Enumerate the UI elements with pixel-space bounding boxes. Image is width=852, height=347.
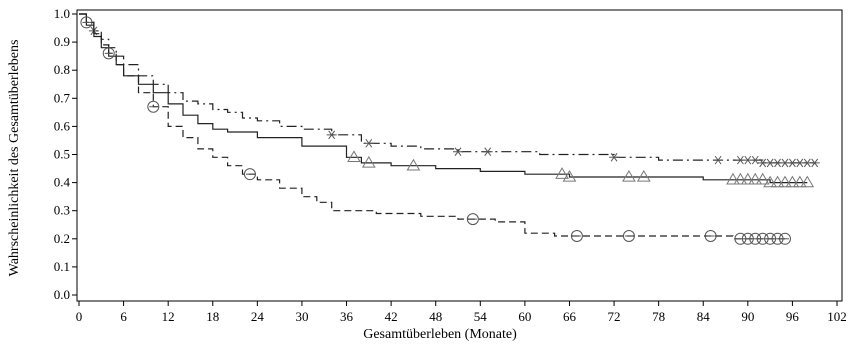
censor-mark-triangle: [740, 172, 755, 185]
censor-mark-circle: [570, 229, 583, 242]
plot-frame: [76, 9, 843, 302]
y-tick-label: 0.9: [54, 34, 70, 49]
censor-mark-star: [453, 147, 463, 156]
censor-mark-star: [809, 158, 820, 168]
x-tick-label: 42: [385, 309, 398, 324]
censor-mark-triangle: [562, 169, 577, 182]
censor-mark-triangle: [622, 169, 636, 182]
censor-mark-circle: [80, 16, 93, 29]
y-axis: 0.0 0.1 0.2 0.3 0.4 0.5 0.6 0.7 0.8 0.9 1.0: [54, 6, 77, 302]
x-tick-label: 96: [786, 309, 800, 324]
censor-mark-triangle: [555, 167, 569, 179]
censor-mark-star: [609, 153, 620, 162]
censor-mark-star: [713, 155, 724, 165]
series-layer: [79, 13, 820, 245]
y-tick-label: 0.2: [54, 231, 70, 246]
censor-mark-circle: [622, 229, 635, 242]
censor-mark-triangle: [763, 175, 777, 188]
censor-mark-triangle: [748, 172, 763, 185]
censor-mark-star: [326, 130, 337, 140]
censor-mark-circle: [147, 100, 160, 113]
y-tick-label: 0.5: [54, 147, 70, 162]
censor-mark-triangle: [361, 155, 376, 168]
censor-mark-star: [482, 147, 493, 156]
censor-mark-star: [363, 138, 374, 148]
x-tick-label: 78: [652, 309, 665, 324]
x-tick-label: 0: [76, 309, 83, 324]
censor-mark-circle: [704, 229, 717, 242]
series-line: [79, 13, 785, 240]
censor-mark-star: [750, 155, 761, 165]
series-1: [79, 13, 820, 168]
x-axis-label: Gesamtüberleben (Monate): [363, 327, 517, 342]
censor-mark-triangle: [733, 172, 748, 185]
series-line: [79, 13, 815, 164]
y-tick-label: 0.1: [54, 259, 70, 274]
censor-mark-triangle: [778, 175, 792, 188]
y-tick-label: 0.7: [54, 90, 71, 105]
censor-mark-triangle: [755, 172, 770, 185]
censor-mark-triangle: [726, 172, 740, 185]
censor-mark-triangle: [785, 175, 800, 188]
x-tick-label: 72: [608, 309, 621, 324]
censor-mark-circle: [466, 213, 479, 226]
y-tick-label: 0.3: [54, 203, 70, 218]
x-tick-label: 18: [206, 309, 219, 324]
x-tick-label: 12: [162, 309, 175, 324]
censor-mark-circle: [102, 47, 115, 60]
x-tick-label: 60: [518, 309, 531, 324]
x-tick-label: 84: [697, 309, 711, 324]
y-tick-label: 0.6: [54, 118, 71, 133]
censor-mark-triangle: [636, 169, 651, 182]
x-tick-label: 90: [741, 309, 754, 324]
x-tick-label: 24: [251, 309, 265, 324]
censor-mark-triangle: [406, 158, 421, 171]
series-3: [79, 13, 791, 245]
censor-mark-triangle: [770, 175, 785, 188]
censor-mark-triangle: [347, 150, 361, 163]
x-tick-label: 54: [474, 309, 488, 324]
y-tick-label: 0.0: [54, 287, 70, 302]
y-tick-label: 0.8: [54, 62, 70, 77]
x-tick-label: 66: [563, 309, 577, 324]
censor-mark-circle: [778, 232, 791, 245]
x-tick-label: 6: [120, 309, 127, 324]
x-tick-label: 48: [429, 309, 442, 324]
x-axis: 0 6 12 18 24 30 36 42 48 54 60 66 72 78 84 90 96 102: [76, 301, 847, 324]
y-tick-label: 0.4: [54, 175, 71, 190]
x-tick-label: 30: [295, 309, 308, 324]
x-tick-label: 36: [340, 309, 354, 324]
y-tick-label: 1.0: [54, 6, 70, 21]
censor-mark-circle: [243, 168, 256, 181]
censor-mark-triangle: [792, 175, 807, 188]
y-axis-label: Wahrscheinlichkeit des Gesamtüberlebens: [7, 40, 22, 277]
censor-mark-triangle: [800, 175, 815, 188]
x-tick-label: 102: [827, 309, 847, 324]
